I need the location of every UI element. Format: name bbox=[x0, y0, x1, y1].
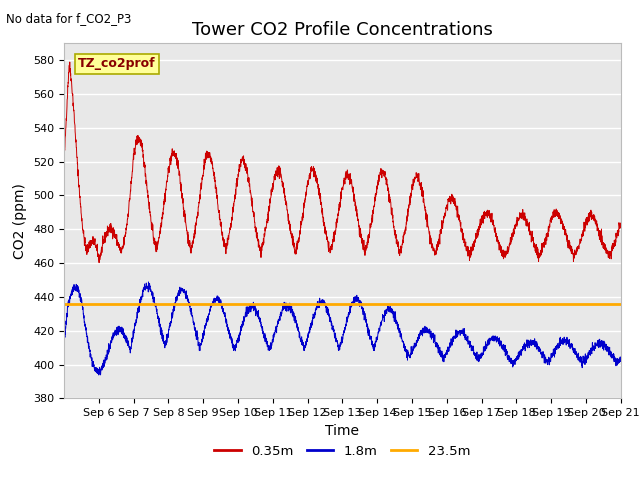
Legend: 0.35m, 1.8m, 23.5m: 0.35m, 1.8m, 23.5m bbox=[209, 439, 476, 463]
Title: Tower CO2 Profile Concentrations: Tower CO2 Profile Concentrations bbox=[192, 21, 493, 39]
Text: No data for f_CO2_P3: No data for f_CO2_P3 bbox=[6, 12, 132, 25]
Text: TZ_co2prof: TZ_co2prof bbox=[78, 58, 156, 71]
X-axis label: Time: Time bbox=[325, 424, 360, 438]
Y-axis label: CO2 (ppm): CO2 (ppm) bbox=[13, 183, 28, 259]
